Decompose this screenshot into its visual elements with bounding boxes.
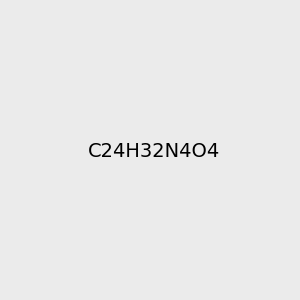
Text: C24H32N4O4: C24H32N4O4 <box>88 142 220 161</box>
